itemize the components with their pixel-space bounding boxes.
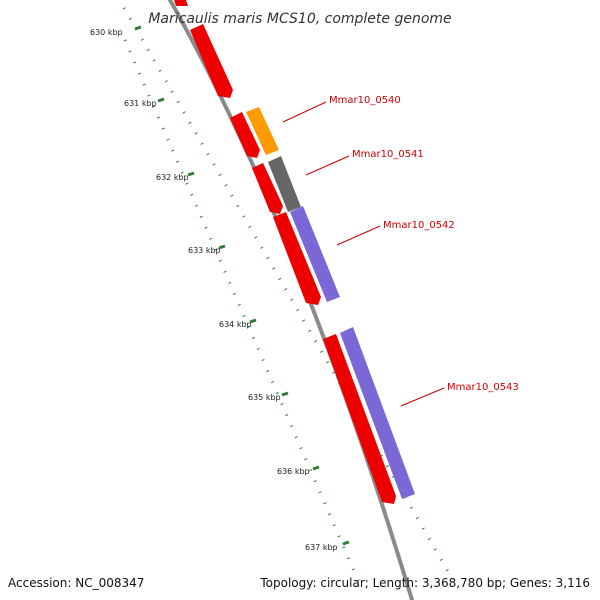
cds-feature-purple-1[interactable] <box>290 206 340 302</box>
tick-label-634: 634 kbp <box>219 320 252 329</box>
tick-label-631: 631 kbp <box>124 99 157 108</box>
major-ticks <box>134 25 350 546</box>
gene-features <box>174 0 415 504</box>
tick-label-630: 630 kbp <box>90 28 123 37</box>
gene-label-0541[interactable]: Mmar10_0541 <box>352 149 424 160</box>
cds-feature-red-long[interactable] <box>273 212 321 305</box>
gene-label-0542[interactable]: Mmar10_0542 <box>383 220 455 231</box>
tick-label-633: 633 kbp <box>188 246 221 255</box>
cds-feature-small-red[interactable] <box>230 112 260 158</box>
cds-feature-upper[interactable] <box>190 24 233 98</box>
cds-feature-gray[interactable] <box>268 156 301 212</box>
cds-feature-red-lower[interactable] <box>323 334 396 504</box>
topology-label: Topology: circular; Length: 3,368,780 bp… <box>259 576 590 590</box>
gene-label-0540[interactable]: Mmar10_0540 <box>329 95 401 106</box>
label-leaders <box>282 101 445 407</box>
cds-feature-orange[interactable] <box>246 107 279 155</box>
tick-label-637: 637 kbp <box>305 543 338 552</box>
cds-feature-red-mid[interactable] <box>252 163 283 214</box>
cds-feature-top-partial[interactable] <box>174 0 188 6</box>
tick-label-636: 636 kbp <box>277 467 310 476</box>
accession-label: Accession: NC_008347 <box>8 576 144 590</box>
tick-label-635: 635 kbp <box>248 393 281 402</box>
gene-label-0543[interactable]: Mmar10_0543 <box>447 382 519 393</box>
tick-label-632: 632 kbp <box>156 173 189 182</box>
map-title: Maricaulis maris MCS10, complete genome <box>148 11 451 27</box>
cds-feature-purple-2[interactable] <box>340 327 415 499</box>
